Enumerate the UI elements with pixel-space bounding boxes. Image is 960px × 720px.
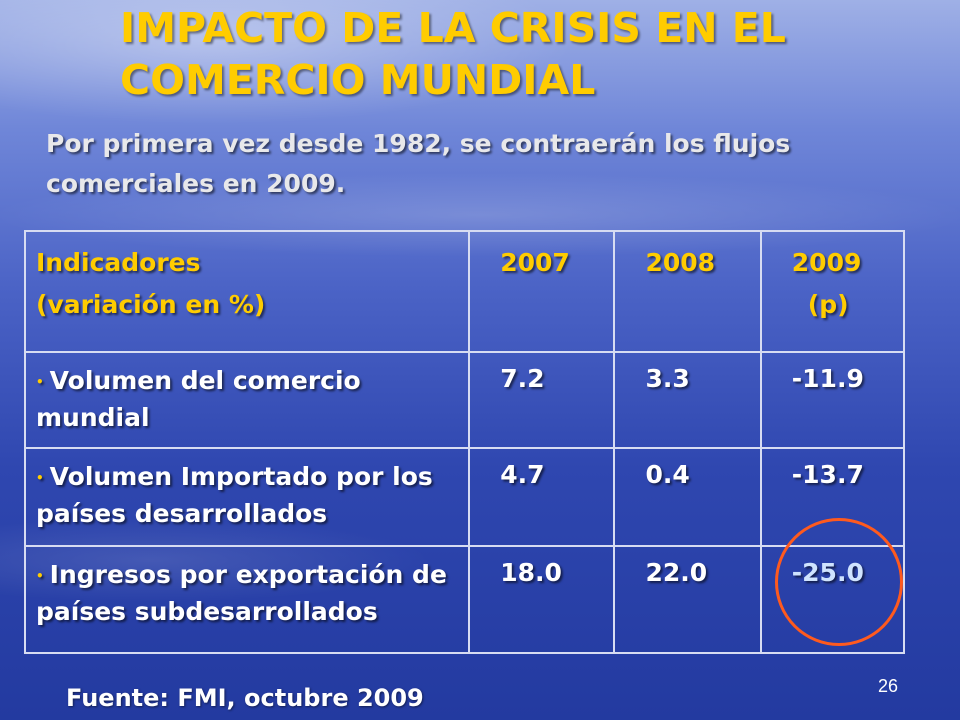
row-2009-cell: -11.9 [759, 350, 906, 449]
row-2007-value: 7.2 [500, 363, 545, 393]
slide-title: IMPACTO DE LA CRISIS EN EL COMERCIO MUND… [120, 2, 786, 106]
bullet-icon: • [36, 568, 44, 583]
header-2008-cell: 2008 [613, 230, 762, 353]
row-2008-cell: 3.3 [613, 350, 762, 449]
row-label: Volumen Importado por los países desarro… [36, 461, 433, 528]
header-2009-note: (p) [807, 290, 849, 319]
table-row: • Ingresos por exportación de países subd… [23, 544, 906, 655]
header-indicator-cell: Indicadores (variación en %) [23, 230, 471, 353]
row-label-cell: • Ingresos por exportación de países subd… [23, 544, 471, 655]
row-2007-value: 18.0 [500, 557, 562, 587]
header-2008-label: 2008 [645, 248, 716, 277]
bullet-icon: • [36, 470, 44, 485]
bullet-icon: • [36, 374, 44, 389]
header-2009-label: 2009 [791, 248, 862, 277]
highlight-circle [775, 518, 903, 646]
row-2007-cell: 7.2 [468, 350, 616, 449]
row-2009-value: -13.7 [791, 459, 864, 489]
row-2008-value: 3.3 [645, 363, 690, 393]
row-label-cell: • Volumen Importado por los países desarr… [23, 446, 471, 547]
header-2009-cell: 2009 (p) [759, 230, 906, 353]
row-2007-cell: 4.7 [468, 446, 616, 547]
header-indicator-unit: (variación en %) [36, 290, 266, 319]
table-header-row: Indicadores (variación en %) 2007 2008 2… [23, 230, 906, 353]
header-2007-cell: 2007 [468, 230, 616, 353]
row-2008-cell: 22.0 [613, 544, 762, 655]
row-2008-value: 22.0 [645, 557, 708, 587]
row-label-cell: • Volumen del comercio mundial [23, 350, 471, 449]
page-number: 26 [878, 676, 899, 696]
table-row: • Volumen Importado por los países desarr… [23, 446, 906, 547]
source-note: Fuente: FMI, octubre 2009 [66, 684, 424, 712]
row-2007-value: 4.7 [500, 459, 545, 489]
table-row: • Volumen del comercio mundial 7.2 3.3 -1… [23, 350, 906, 449]
slide-subtitle: Por primera vez desde 1982, se contraerá… [46, 129, 791, 198]
row-label: Volumen del comercio mundial [36, 365, 361, 432]
indicators-table: Indicadores (variación en %) 2007 2008 2… [23, 230, 906, 655]
slide-title-line-1: IMPACTO DE LA CRISIS EN EL [120, 4, 786, 52]
header-indicator-label: Indicadores [36, 248, 201, 277]
row-2008-value: 0.4 [645, 459, 690, 489]
row-label: Ingresos por exportación de países subde… [36, 559, 447, 626]
row-2009-value: -11.9 [791, 363, 864, 393]
slide-title-line-2: COMERCIO MUNDIAL [120, 56, 596, 104]
row-2008-cell: 0.4 [613, 446, 762, 547]
row-2007-cell: 18.0 [468, 544, 616, 655]
header-2007-label: 2007 [500, 248, 570, 277]
